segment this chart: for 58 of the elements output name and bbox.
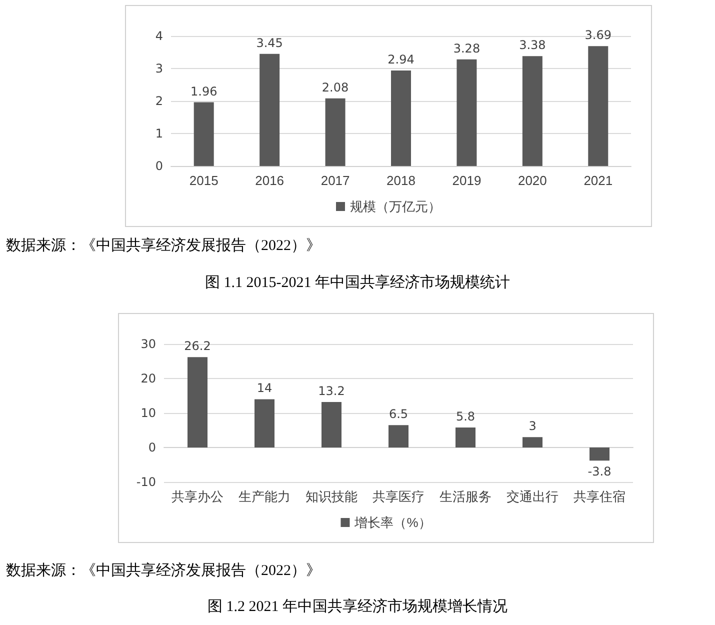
y-tick-label: 30 — [140, 337, 156, 351]
data-label: 3.38 — [519, 38, 546, 52]
y-tick-label: 3 — [155, 62, 163, 76]
data-label: 26.2 — [184, 339, 211, 354]
x-tick-label: 共享办公 — [172, 489, 224, 504]
data-label: 3.69 — [584, 28, 612, 42]
x-tick-label: 2017 — [320, 173, 350, 188]
legend-label: 增长率（%） — [354, 515, 432, 530]
x-tick-label: 生产能力 — [238, 489, 290, 504]
x-tick-label: 共享医疗 — [372, 489, 424, 504]
bar — [456, 59, 477, 166]
y-tick-label: -10 — [136, 475, 156, 489]
y-tick-label: 0 — [155, 159, 163, 173]
data-label: 3.28 — [453, 41, 480, 56]
legend-label: 规模（万亿元） — [350, 199, 441, 214]
x-tick-label: 2016 — [255, 173, 284, 188]
bar — [322, 402, 342, 448]
x-tick-label: 2018 — [386, 173, 416, 188]
y-tick-label: 2 — [155, 94, 163, 108]
x-tick-label: 交通出行 — [506, 489, 558, 504]
bar — [254, 399, 274, 448]
bar — [194, 102, 214, 166]
y-tick-label: 1 — [155, 126, 163, 140]
bar — [391, 70, 411, 166]
x-tick-label: 2021 — [584, 173, 613, 188]
x-tick-label: 2020 — [518, 173, 547, 188]
x-tick-label: 知识技能 — [306, 489, 358, 504]
data-label: 2.94 — [388, 52, 414, 66]
bar — [522, 437, 542, 448]
y-tick-label: 10 — [140, 406, 156, 420]
x-tick-label: 2015 — [189, 173, 218, 188]
bar — [388, 425, 408, 448]
data-label: 5.8 — [456, 409, 476, 424]
data-label: -3.8 — [588, 464, 612, 479]
data-label: 1.96 — [190, 84, 218, 98]
source-note: 数据来源：《中国共享经济发展报告（2022）》 — [6, 236, 321, 255]
data-label: 3.45 — [256, 36, 283, 50]
x-tick-label: 生活服务 — [440, 489, 492, 504]
data-label: 2.08 — [322, 80, 349, 94]
data-label: 14 — [256, 381, 272, 396]
bar — [325, 98, 346, 166]
source-note: 数据来源：《中国共享经济发展报告（2022）》 — [6, 561, 321, 580]
bar — [456, 427, 476, 448]
bar — [522, 56, 542, 166]
bar — [188, 357, 208, 448]
caption: 图 1.2 2021 年中国共享经济市场规模增长情况 — [206, 597, 508, 616]
caption: 图 1.1 2015-2021 年中国共享经济市场规模统计 — [204, 273, 511, 292]
x-tick-label: 2019 — [452, 173, 482, 188]
data-label: 6.5 — [388, 407, 408, 422]
bar — [260, 54, 280, 166]
data-label: 13.2 — [318, 384, 345, 398]
y-tick-label: 4 — [155, 29, 163, 43]
data-label: 3 — [528, 419, 536, 434]
bar — [590, 448, 610, 461]
bar — [588, 46, 608, 166]
x-tick-label: 共享住宿 — [574, 489, 626, 504]
y-tick-label: 20 — [140, 372, 156, 386]
y-tick-label: 0 — [148, 440, 156, 454]
